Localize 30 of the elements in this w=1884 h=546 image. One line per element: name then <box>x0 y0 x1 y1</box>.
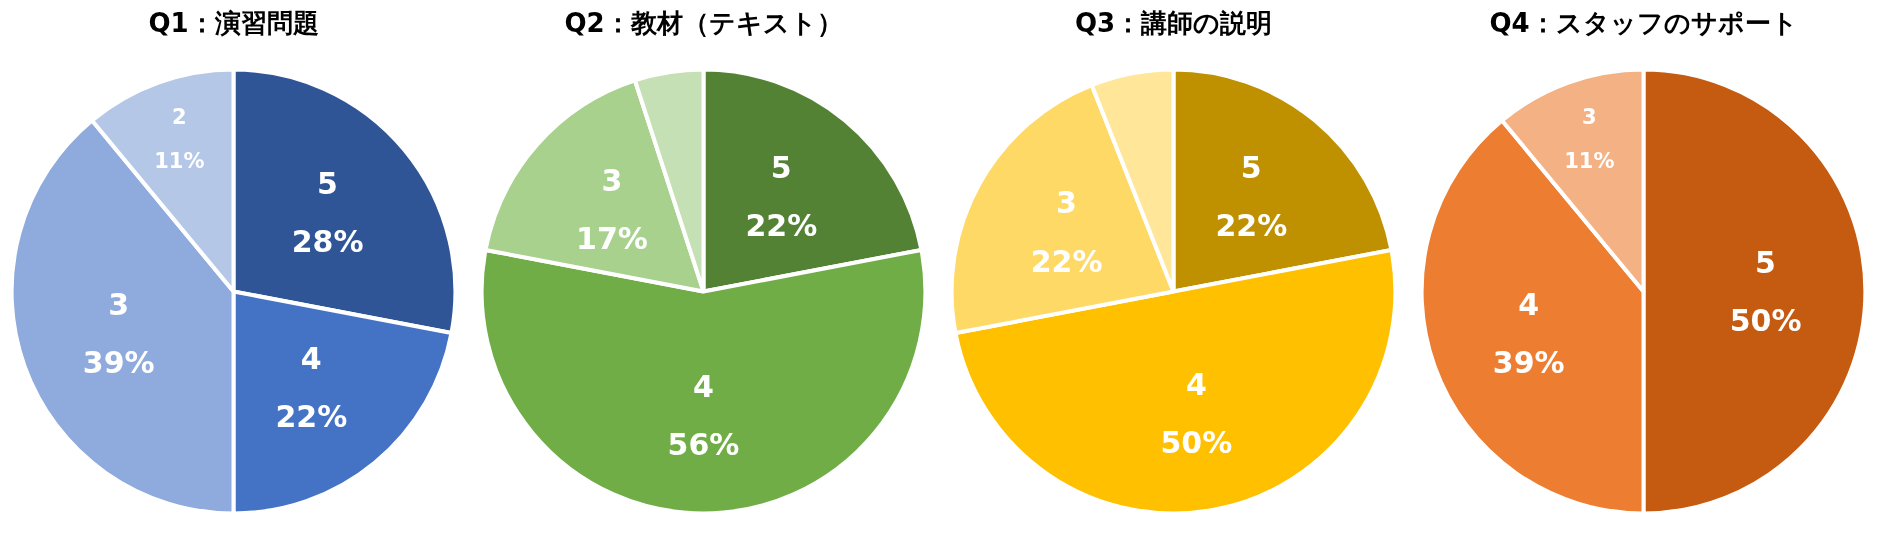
data-label: 11% <box>154 149 205 174</box>
data-label: 17% <box>576 221 648 257</box>
slice-label: 5 <box>770 149 792 185</box>
slice-label: 5 <box>1240 149 1262 185</box>
data-label: 28% <box>291 224 364 260</box>
slice-label: 3 <box>601 163 623 199</box>
chart-title: Q3：講師の説明 <box>1074 7 1273 38</box>
data-label: 22% <box>275 398 348 434</box>
data-label: 39% <box>82 345 155 381</box>
chart-title: Q1：演習問題 <box>148 7 319 38</box>
slice-label: 3 <box>1582 105 1597 130</box>
data-label: 56% <box>667 427 740 463</box>
slice-label: 2 <box>172 105 187 130</box>
data-label: 39% <box>1492 345 1565 381</box>
slice-label: 4 <box>693 369 714 405</box>
slice-label: 3 <box>1056 185 1077 221</box>
data-label: 22% <box>1030 243 1103 279</box>
slice-label: 4 <box>1185 367 1207 403</box>
data-label: 22% <box>1215 207 1288 243</box>
slice-label: 4 <box>300 340 322 376</box>
data-label: 50% <box>1160 425 1233 461</box>
data-label: 11% <box>1564 149 1615 174</box>
slice-label: 5 <box>317 166 338 202</box>
slice-label: 3 <box>108 287 130 323</box>
chart-title: Q2：教材（テキスト） <box>564 7 843 38</box>
data-label: 22% <box>745 207 818 243</box>
slice-label: 5 <box>1755 245 1776 281</box>
data-label: 50% <box>1729 303 1802 339</box>
slice-label: 4 <box>1518 287 1540 323</box>
chart-title: Q4：スタッフのサポート <box>1489 7 1798 38</box>
